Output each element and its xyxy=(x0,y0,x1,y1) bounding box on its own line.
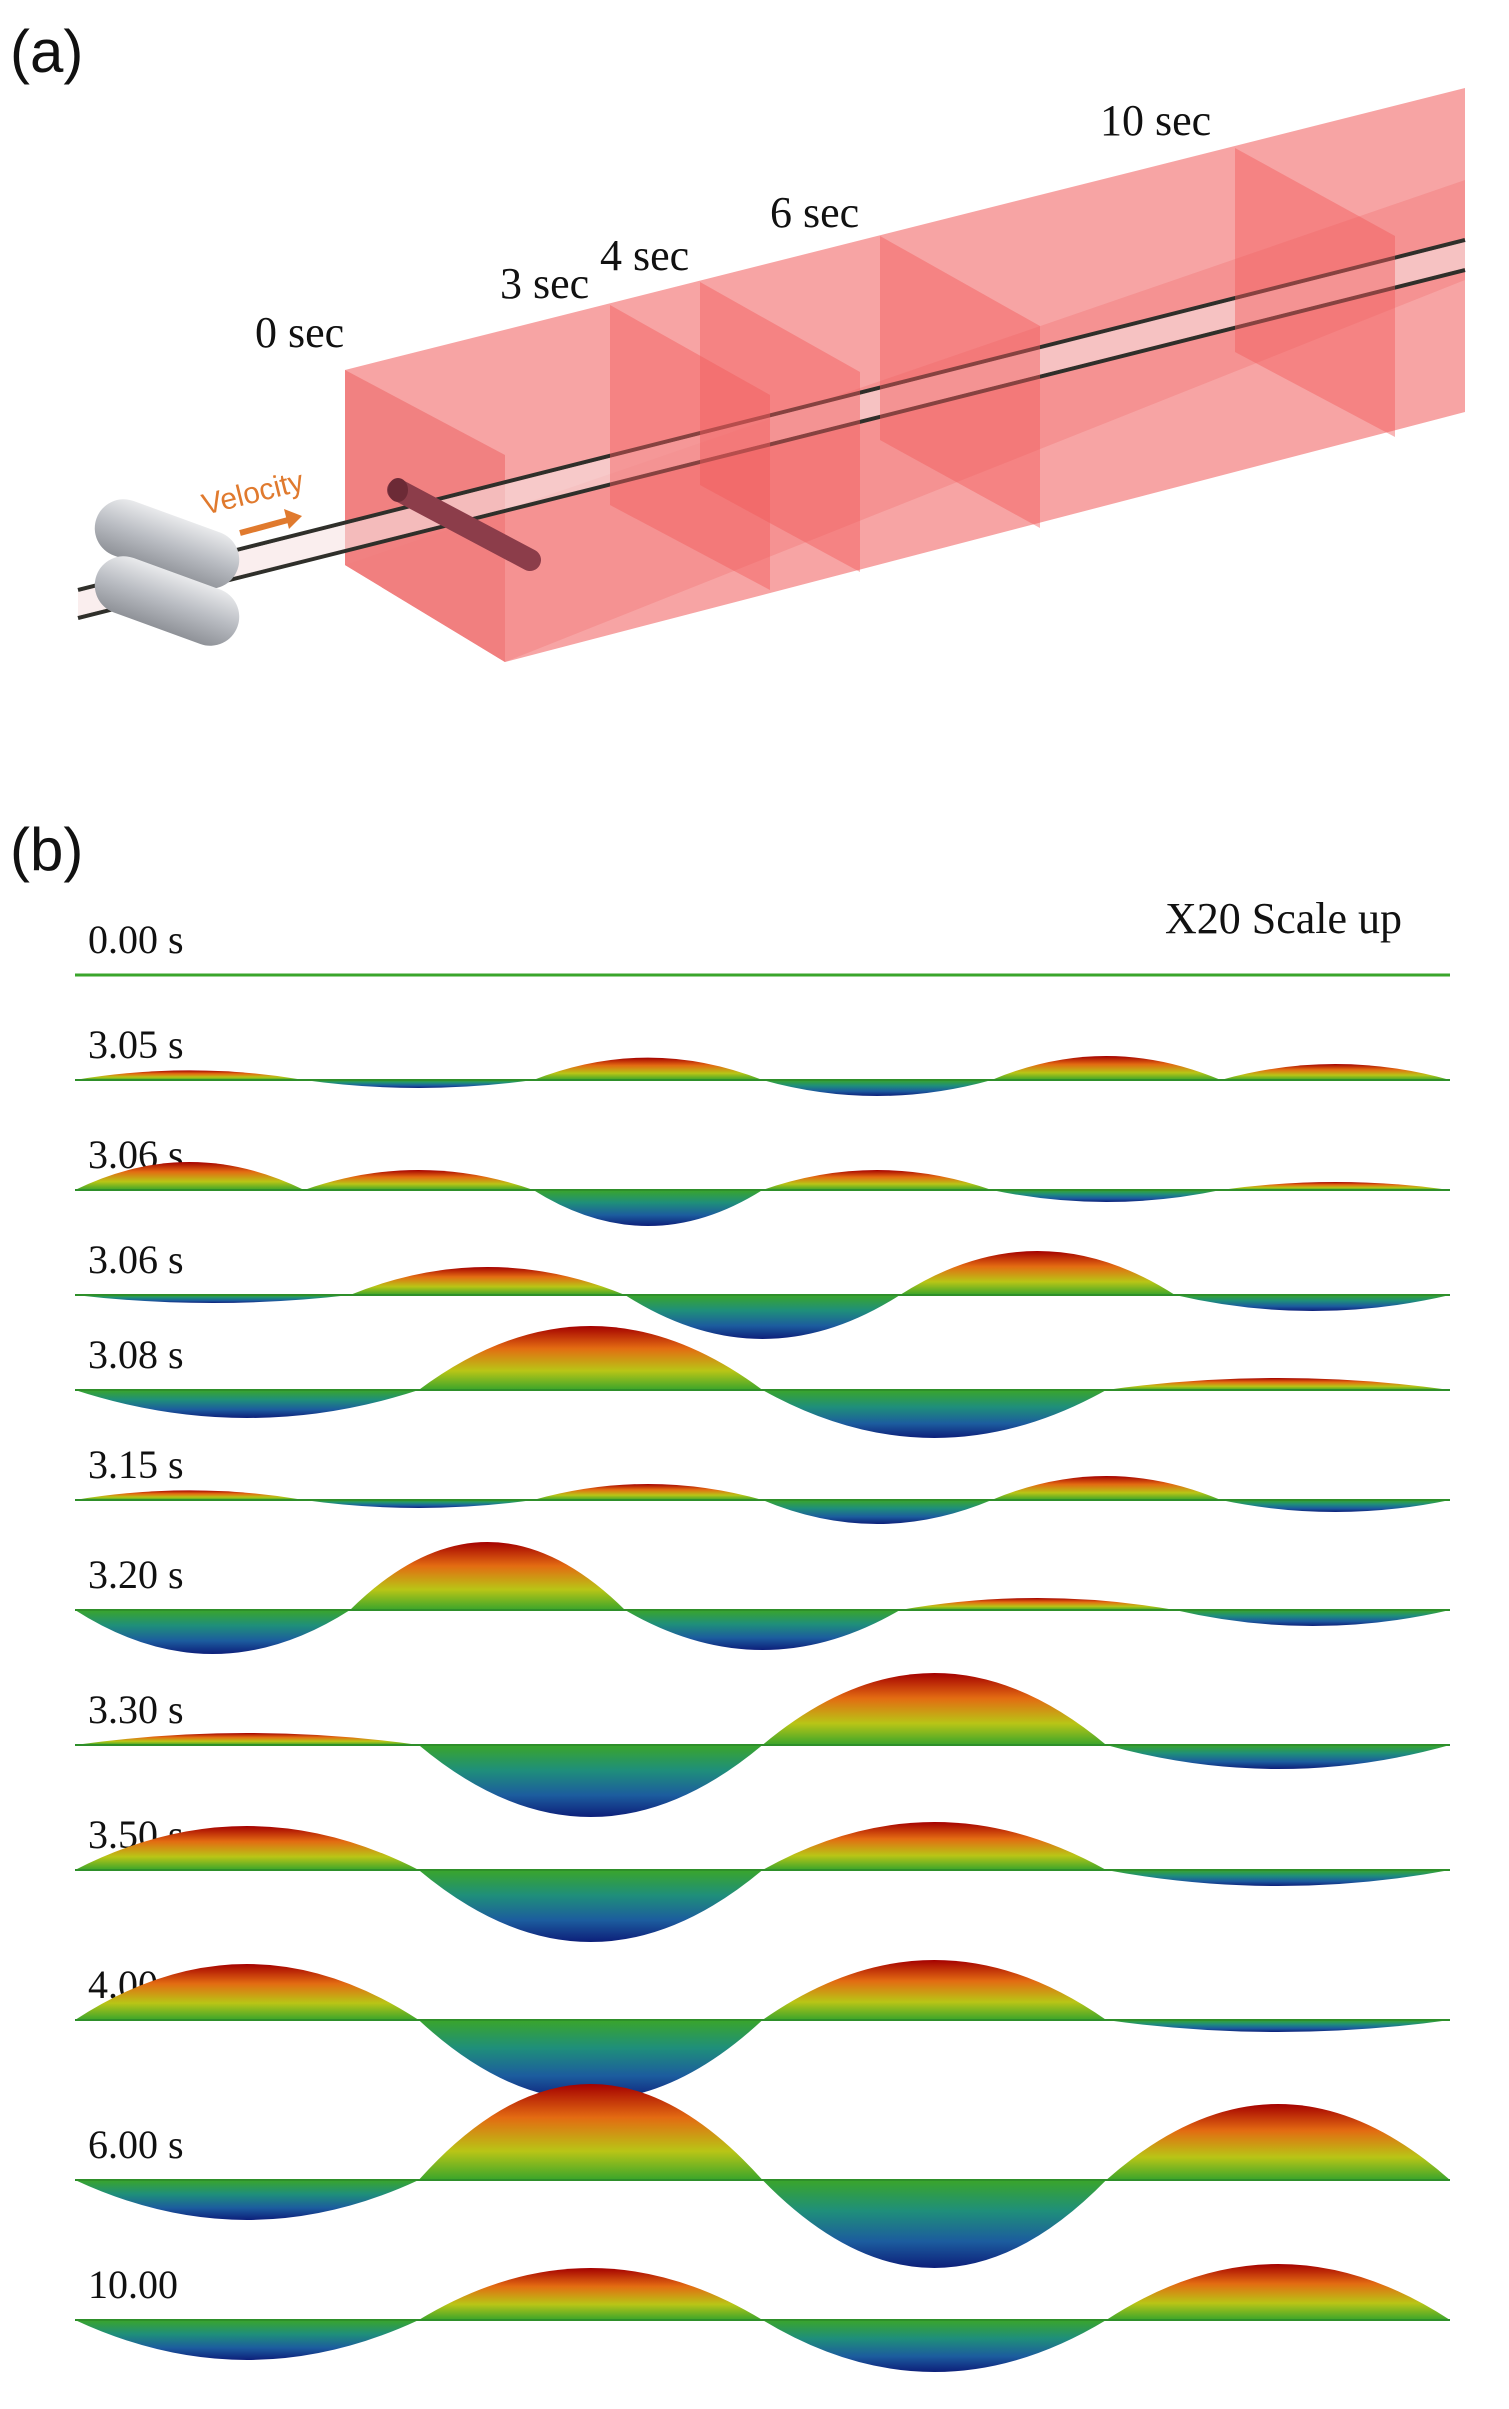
label-10sec: 10 sec xyxy=(1100,96,1211,145)
lobe-up xyxy=(1220,1064,1450,1080)
mode-row: 3.08 s xyxy=(75,1326,1450,1438)
mode-row: 3.50 s xyxy=(75,1812,1450,1942)
mode-row: 4.00 s xyxy=(75,1960,1450,2100)
panel-a-illustration: Velocity 0 sec 3 sec 4 sec 6 sec 10 sec xyxy=(77,88,1466,662)
lobe-down xyxy=(1106,1745,1450,1769)
lobe-up xyxy=(75,1490,305,1500)
panel-a-label: (a) xyxy=(10,18,83,85)
lobe-down xyxy=(418,1745,763,1817)
label-3sec: 3 sec xyxy=(500,259,589,308)
time-label: 3.30 s xyxy=(88,1687,184,1732)
mode-row: 3.05 s xyxy=(75,1022,1450,1096)
tunnel-side-face xyxy=(345,88,1465,662)
section-10sec xyxy=(1235,148,1395,437)
lobe-down xyxy=(625,1610,900,1650)
lobe-down xyxy=(1220,1500,1450,1512)
lobe-down xyxy=(75,1610,350,1654)
lobe-down xyxy=(533,1190,763,1226)
lobe-up xyxy=(1220,1182,1450,1190)
lobe-down xyxy=(1106,2020,1450,2032)
lobe-down xyxy=(304,1500,534,1508)
lobe-up xyxy=(1106,2104,1450,2180)
panel-b-label: (b) xyxy=(10,816,83,883)
lobe-up xyxy=(350,1542,625,1610)
lobe-down xyxy=(1175,1295,1450,1311)
lobe-up xyxy=(418,1326,763,1390)
rail-lower xyxy=(77,268,1466,620)
lobe-down xyxy=(762,1080,992,1096)
time-label: 3.08 s xyxy=(88,1332,184,1377)
lobe-down xyxy=(625,1295,900,1339)
lobe-up xyxy=(762,1822,1107,1870)
time-label: 3.06 s xyxy=(88,1237,184,1282)
mode-shape-rows: 0.00 s 3.05 s 3.06 s 3.06 s 3.08 s 3.15 s 3.20… xyxy=(75,917,1450,2372)
lobe-up xyxy=(350,1267,625,1295)
projectile xyxy=(387,478,541,571)
lobe-up xyxy=(418,2268,763,2320)
rail-upper xyxy=(77,238,1466,592)
rail-deck xyxy=(78,242,1465,616)
time-label: 3.20 s xyxy=(88,1552,184,1597)
lobe-up xyxy=(75,1826,419,1870)
lobe-up xyxy=(991,1476,1221,1500)
time-label: 6.00 s xyxy=(88,2122,184,2167)
mode-row: 0.00 s xyxy=(75,917,1450,977)
scale-note: X20 Scale up xyxy=(1165,894,1402,943)
label-0sec: 0 sec xyxy=(255,308,344,357)
label-6sec: 6 sec xyxy=(770,188,859,237)
mode-row: 6.00 s xyxy=(75,2084,1450,2268)
mode-row: 10.00 xyxy=(75,2262,1450,2372)
lobe-up xyxy=(762,1673,1107,1745)
lobe-down xyxy=(304,1080,534,1088)
mode-row: 3.30 s xyxy=(75,1673,1450,1817)
lobe-up xyxy=(900,1251,1175,1295)
lobe-up xyxy=(533,1057,763,1080)
lobe-down xyxy=(762,2320,1107,2372)
lobe-up xyxy=(304,1170,534,1190)
time-label: 0.00 s xyxy=(88,917,184,962)
mode-row: 3.20 s xyxy=(75,1542,1450,1654)
lobe-down xyxy=(762,1500,992,1524)
lobe-up xyxy=(75,1162,305,1190)
lobe-up xyxy=(418,2084,763,2180)
lobe-down xyxy=(991,1190,1221,1202)
lobe-up xyxy=(762,1170,992,1190)
lobe-down xyxy=(418,2020,763,2100)
lobe-up xyxy=(75,1733,419,1745)
lobe-up xyxy=(533,1484,763,1500)
lobe-down xyxy=(1106,1870,1450,1886)
lobe-down xyxy=(762,2180,1107,2268)
lobe-down xyxy=(75,2320,419,2360)
label-4sec: 4 sec xyxy=(600,231,689,280)
lobe-down xyxy=(418,1870,763,1942)
lobe-down xyxy=(1175,1610,1450,1626)
time-label: 10.00 xyxy=(88,2262,178,2307)
launcher-rollers xyxy=(94,499,240,646)
mode-row: 3.06 s xyxy=(75,1132,1450,1226)
section-6sec xyxy=(880,236,1040,528)
lobe-down xyxy=(75,2180,419,2220)
velocity-arrow-icon xyxy=(239,509,302,536)
lobe-down xyxy=(75,1390,419,1418)
lobe-up xyxy=(1106,2264,1450,2320)
lobe-up xyxy=(991,1056,1221,1080)
lobe-up xyxy=(762,1960,1107,2020)
section-3sec xyxy=(610,305,770,590)
lobe-up xyxy=(900,1598,1175,1610)
lobe-up xyxy=(1106,1378,1450,1390)
time-label: 3.15 s xyxy=(88,1442,184,1487)
mode-row: 3.15 s xyxy=(75,1442,1450,1524)
time-label: 3.05 s xyxy=(88,1022,184,1067)
lobe-up xyxy=(75,1070,305,1080)
lobe-down xyxy=(762,1390,1107,1438)
lobe-down xyxy=(75,1295,350,1303)
section-4sec xyxy=(700,282,860,572)
lobe-up xyxy=(75,1964,419,2020)
mode-row: 3.06 s xyxy=(75,1237,1450,1339)
